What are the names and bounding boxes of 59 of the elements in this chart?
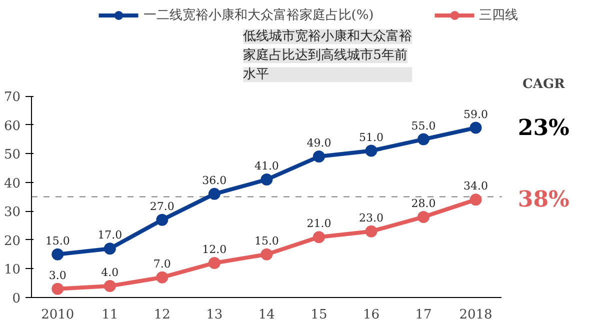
point (52, 282, 64, 295)
data-label: 7.0 (153, 257, 171, 270)
point (470, 194, 482, 206)
y-tick-label: 70 (4, 90, 21, 106)
point (156, 271, 168, 284)
annotation: 23% (518, 114, 570, 141)
point (52, 248, 64, 260)
point (260, 248, 273, 260)
point (365, 225, 378, 238)
point (156, 214, 168, 226)
data-label: 49.0 (306, 136, 332, 150)
point (260, 174, 273, 186)
point (417, 133, 430, 146)
data-label: 59.0 (464, 108, 488, 121)
x-tick-label: 15 (310, 308, 328, 322)
data-label: 15.0 (45, 234, 70, 248)
x-tick-label: 2018 (459, 308, 492, 322)
data-label: 3.0 (48, 268, 66, 282)
y-tick-label: 30 (4, 205, 21, 220)
x-tick-label: 11 (102, 308, 118, 322)
text: CAGR (522, 77, 566, 92)
point (208, 188, 220, 200)
point (208, 256, 220, 269)
point (104, 242, 116, 255)
data-label: 28.0 (411, 196, 436, 210)
x-tick-label: 2010 (41, 308, 74, 322)
data-label: 51.0 (358, 130, 384, 144)
x-tick-label: 13 (206, 308, 223, 322)
x-tick-label: 12 (154, 308, 170, 322)
text: 低线城市宽裕小康和大众富裕家庭占比达到高线城市5年前水平 (243, 28, 412, 82)
point (417, 210, 430, 223)
legend-label: 三四线 (478, 7, 518, 24)
x-tick-label: 14 (258, 308, 275, 322)
x-tick-label: 16 (362, 308, 380, 322)
point (365, 144, 378, 157)
data-label: 15.0 (254, 234, 279, 248)
point (312, 231, 325, 244)
x-tick-label: 17 (415, 308, 432, 322)
y-tick-label: 20 (4, 234, 21, 249)
y-tick-label: 60 (4, 118, 21, 134)
point (470, 122, 482, 134)
data-label: 17.0 (98, 228, 122, 242)
data-label: 41.0 (254, 160, 279, 173)
data-label: 23.0 (358, 211, 384, 224)
y-tick-label: 0 (12, 292, 21, 306)
y-tick-label: 50 (4, 148, 21, 163)
legend-label: 一二线宽裕小康和大众富裕家庭占比(%) (143, 7, 374, 24)
point (104, 280, 116, 292)
data-label: 27.0 (150, 200, 174, 213)
point (312, 150, 325, 163)
annotation: 38% (518, 186, 570, 213)
y-tick-label: 10 (4, 262, 21, 278)
y-tick-label: 40 (4, 176, 21, 192)
data-label: 4.0 (101, 266, 119, 279)
data-label: 55.0 (411, 119, 436, 132)
data-label: 34.0 (464, 180, 488, 193)
data-label: 36.0 (202, 174, 227, 187)
data-label: 12.0 (202, 242, 227, 256)
data-label: 21.0 (306, 217, 332, 230)
